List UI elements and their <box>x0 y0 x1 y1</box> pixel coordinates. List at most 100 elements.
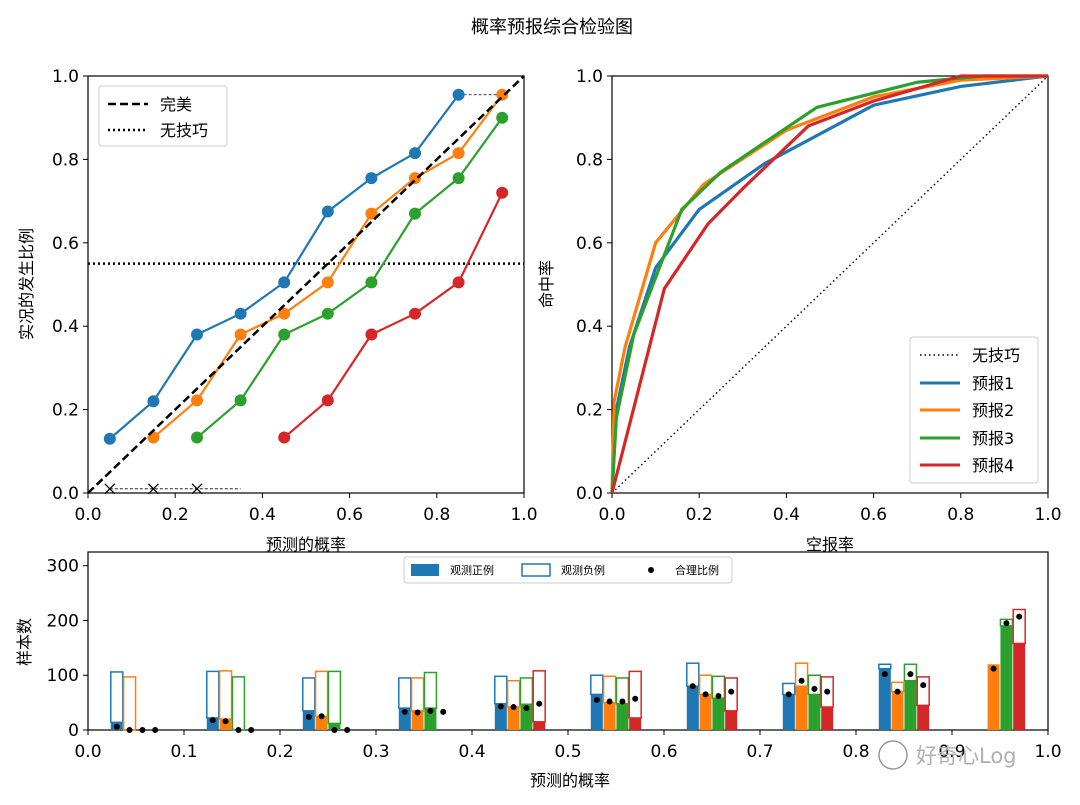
histogram-xtick-label: 0.3 <box>362 742 389 762</box>
histogram-reasonable-dot <box>632 695 639 702</box>
histogram-reasonable-dot <box>881 671 888 678</box>
reliability-point <box>321 307 334 320</box>
histogram-reasonable-dot <box>126 727 133 733</box>
histogram-negative-bar <box>1012 608 1026 645</box>
histogram-negative-bar <box>794 662 809 687</box>
perfect-line <box>87 75 525 494</box>
histogram-reasonable-dot <box>209 717 216 724</box>
histogram-xtick-label: 0.0 <box>74 742 101 762</box>
histogram-xtick-label: 0.1 <box>170 742 197 762</box>
histogram-ytick-label: 300 <box>47 557 79 577</box>
roc-panel: 0.0 0.2 0.4 0.6 0.8 1.0 0.0 0.2 0.4 0.6 0.8 1.0 无技巧… <box>537 67 1062 554</box>
histogram-xtick-label: 0.4 <box>458 742 485 762</box>
histogram-reasonable-dot <box>305 713 312 720</box>
histogram-negative-bar <box>110 671 124 724</box>
histogram-positive-bar <box>533 721 546 730</box>
reliability-ytick-label: 0.4 <box>52 317 79 337</box>
reliability-point <box>496 111 509 124</box>
histogram-negative-bar <box>423 671 438 709</box>
legend-positive-swatch <box>411 564 439 576</box>
reliability-point <box>365 172 378 185</box>
histogram-reasonable-dot <box>920 682 927 689</box>
histogram-positive-bar <box>424 708 437 730</box>
histogram-positive-bar <box>987 664 1000 730</box>
no-data-marker-stroke <box>147 483 159 495</box>
reliability-xtick-label: 0.0 <box>74 505 101 525</box>
histogram-reasonable-dot <box>811 685 818 692</box>
histogram-ytick-label: 100 <box>47 666 79 686</box>
histogram-positive-bar <box>917 705 930 730</box>
reliability-ytick-label: 0.2 <box>52 401 79 421</box>
histogram-positive-bar <box>904 680 917 730</box>
figure-title: 概率预报综合检验图 <box>471 17 633 38</box>
reliability-point <box>409 307 421 320</box>
histogram-positive-bar <box>616 703 629 730</box>
histogram-reasonable-dot <box>344 727 351 733</box>
legend-fc1-label: 预报1 <box>972 374 1014 393</box>
legend-perfect-label: 完美 <box>160 95 192 114</box>
histogram-negative-bar <box>398 677 412 709</box>
histogram-positive-bar <box>878 668 891 730</box>
histogram-reasonable-dot <box>798 677 805 684</box>
roc-ylabel: 命中率 <box>537 260 556 308</box>
histogram-positive-bar <box>398 708 411 730</box>
histogram-reasonable-dot <box>235 727 242 733</box>
histogram-reasonable-dot <box>606 698 613 705</box>
histogram-reasonable-dot <box>715 693 722 700</box>
histogram-reasonable-dot <box>523 705 530 712</box>
roc-ytick-label: 0.8 <box>576 150 603 170</box>
histogram-negative-bar <box>628 670 642 719</box>
histogram-negative-bar <box>532 670 546 723</box>
histogram-positive-bar <box>590 694 603 730</box>
histogram-ytick-label: 200 <box>47 611 79 631</box>
legend-fc3-label: 预报3 <box>972 429 1014 448</box>
histogram-xtick-label: 0.7 <box>746 742 773 762</box>
reliability-point <box>452 172 465 185</box>
roc-frame <box>611 75 1049 494</box>
roc-ytick-label: 0.0 <box>576 484 603 504</box>
histogram-positive-bar <box>206 717 219 730</box>
histogram-negative-bar <box>218 670 233 720</box>
legend-negative-swatch <box>521 563 551 577</box>
histogram-reasonable-dot <box>619 698 626 705</box>
histogram-reasonable-dot <box>401 708 408 715</box>
reliability-point <box>409 207 421 220</box>
reliability-point <box>278 276 291 289</box>
histogram-reasonable-dot <box>824 688 831 695</box>
histogram-negative-bar <box>206 670 220 719</box>
histogram-reasonable-dot <box>907 671 914 678</box>
reliability-point <box>496 186 509 199</box>
reliability-xtick-label: 1.0 <box>510 505 537 525</box>
histogram-xtick-label: 0.5 <box>554 742 581 762</box>
histogram-negative-bar <box>302 677 316 712</box>
reliability-xtick-label: 0.4 <box>249 505 276 525</box>
roc-xtick-label: 0.4 <box>773 505 800 525</box>
histogram-reasonable-dot <box>1016 613 1023 620</box>
histogram-positive-bar <box>603 702 616 730</box>
watermark: 好奇心Log <box>878 740 1017 770</box>
histogram-legend: 观测正例 观测负例 合理比例 <box>403 556 733 584</box>
histogram-reasonable-dot <box>689 683 696 690</box>
histogram-negative-bar <box>327 670 342 725</box>
histogram-reasonable-dot <box>990 665 997 672</box>
histogram-ylabel: 样本数 <box>15 618 34 666</box>
histogram-legend-box <box>403 556 733 584</box>
histogram-xtick-label: 0.6 <box>650 742 677 762</box>
reliability-point <box>234 307 247 320</box>
roc-plot-area: 0.0 0.2 0.4 0.6 0.8 1.0 0.0 0.2 0.4 0.6 0.8 1.0 <box>576 67 1062 525</box>
histogram-positive-bar <box>507 706 520 730</box>
reliability-point <box>147 395 160 408</box>
roc-no-skill-line <box>611 75 1049 494</box>
reliability-point <box>496 88 509 101</box>
reliability-ytick-label: 0.8 <box>52 150 79 170</box>
histogram-positive-bar <box>699 694 712 730</box>
reliability-point <box>409 147 421 160</box>
no-data-marker <box>104 483 116 495</box>
histogram-reasonable-dot <box>139 727 146 733</box>
watermark-text: 好奇心Log <box>916 744 1017 768</box>
histogram-reasonable-dot <box>536 700 543 707</box>
histogram-xtick-label: 0.2 <box>266 742 293 762</box>
histogram-positive-bar <box>891 691 904 730</box>
reliability-point <box>452 276 465 289</box>
